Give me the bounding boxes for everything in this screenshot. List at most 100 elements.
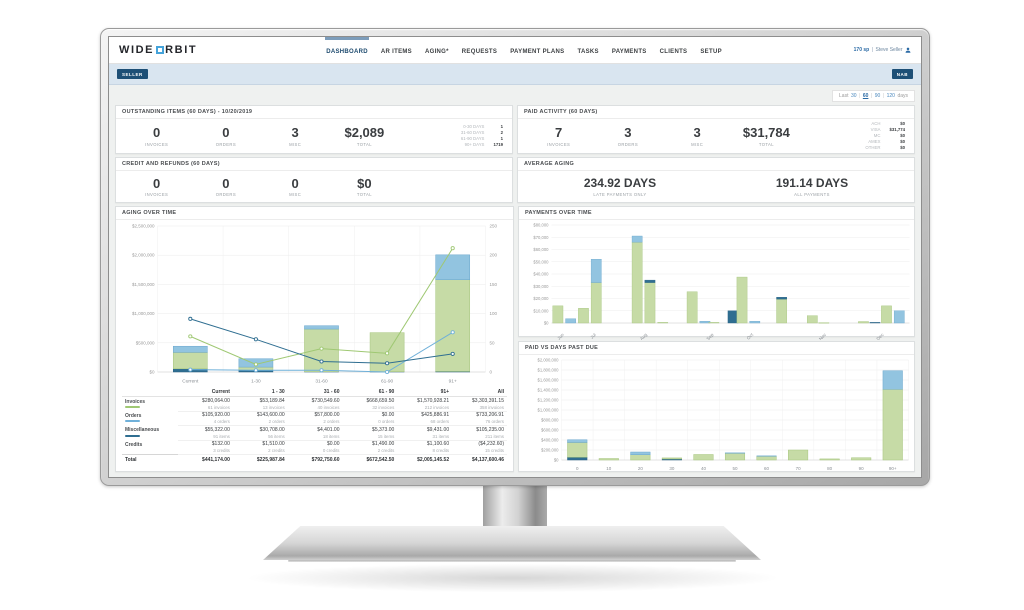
breakdown-value: $0: [900, 145, 905, 151]
svg-text:60: 60: [764, 466, 770, 471]
stat-orders: 0 ORDERS: [191, 125, 260, 147]
nav-item-aging[interactable]: AGING*: [424, 48, 449, 55]
stat-label: ALL PAYMENTS: [794, 191, 830, 197]
table-row-total: Total $441,174.00 $225,987.84 $792,750.60 $6…: [122, 454, 507, 463]
svg-text:200: 200: [490, 252, 498, 257]
svg-text:0: 0: [490, 369, 493, 374]
stat-label: ORDERS: [215, 141, 237, 147]
table-col-current: Current: [178, 387, 233, 397]
nav-item-tasks[interactable]: TASKS: [577, 48, 599, 55]
table-col-31-60: 31 - 60: [287, 387, 343, 397]
svg-text:$1,500,000: $1,500,000: [132, 281, 155, 286]
breakdown-label: 31-60 DAYS: [460, 130, 485, 136]
stat-value: 3: [291, 125, 299, 140]
stat-value: 0: [153, 175, 161, 191]
svg-text:$0: $0: [554, 457, 559, 462]
table-col-label: [122, 387, 179, 397]
stat-value: 7: [555, 125, 563, 140]
paid-vs-days-chart: $0 $200,000 $400,000 $600,000 $800,000 $1,000…: [538, 357, 909, 471]
user-info[interactable]: 170 sp | Steve Seller: [854, 37, 911, 63]
stat-misc: 3 MISC: [663, 125, 732, 147]
table-col-61-90: 61 - 90: [342, 387, 398, 397]
svg-text:10: 10: [606, 466, 612, 471]
svg-text:$1,600,000: $1,600,000: [538, 377, 560, 382]
svg-text:Oct: Oct: [746, 331, 755, 339]
stat-value: $31,784: [742, 125, 790, 140]
table-row-credits-counts: 3 credits 2 credits 0 credits 2 credits 8 cr…: [122, 447, 507, 455]
stat-label: ORDERS: [617, 141, 639, 147]
logo-square-icon: [155, 46, 164, 54]
dashboard-screen: WIDE RBIT DASHBOARD AR ITEMS AGING* REQUESTS…: [108, 36, 922, 478]
table-row-orders: Orders $105,920.00 $143,600.00 $57,800.00 $0…: [122, 411, 507, 422]
outstanding-items-card: OUTSTANDING ITEMS (60 DAYS) - 10/20/2019…: [115, 105, 513, 154]
paid-vs-days-title: PAID VS DAYS PAST DUE: [519, 342, 914, 355]
svg-text:$0: $0: [149, 369, 155, 374]
breakdown-label: 61-90 DAYS: [460, 136, 485, 142]
paid-activity-card: PAID ACTIVITY (60 DAYS) 7 INVOICES 3 ORDERS…: [517, 105, 915, 154]
svg-text:50: 50: [732, 466, 738, 471]
user-count: 170 sp: [853, 47, 870, 53]
svg-text:$60,000: $60,000: [533, 247, 549, 252]
outstanding-items-title: OUTSTANDING ITEMS (60 DAYS) - 10/20/2019: [116, 106, 512, 119]
nav-item-ar-items[interactable]: AR ITEMS: [380, 48, 412, 55]
stat-misc: 0 MISC: [261, 176, 330, 198]
average-aging-title: AVERAGE AGING: [518, 158, 914, 171]
svg-text:150: 150: [490, 281, 498, 286]
svg-text:91+: 91+: [449, 378, 457, 384]
outstanding-stats: 0 INVOICES 0 ORDERS 3 MISC $2,089 TOTAL: [122, 125, 399, 147]
svg-text:Dec: Dec: [875, 331, 885, 339]
filter-separator: |: [882, 93, 885, 99]
svg-text:$40,000: $40,000: [533, 271, 549, 276]
filter-option-30[interactable]: 30: [850, 93, 857, 99]
nav-item-payment-plans[interactable]: PAYMENT PLANS: [510, 48, 565, 55]
svg-text:$500,000: $500,000: [136, 340, 155, 345]
seller-button[interactable]: SELLER: [117, 69, 148, 79]
svg-text:90+: 90+: [889, 466, 897, 471]
monitor-stand-shadow: [235, 563, 790, 593]
stat-orders: 3 ORDERS: [593, 125, 662, 147]
nav-item-setup[interactable]: SETUP: [700, 48, 722, 55]
average-aging-stats: 234.92 DAYS LATE PAYMENTS ONLY 191.14 DAYS…: [524, 176, 908, 197]
charts-row: AGING OVER TIME $0 $500,000 $1,000,000 $1,5…: [115, 206, 915, 472]
breakdown-value: $0: [900, 139, 905, 145]
svg-text:100: 100: [490, 311, 498, 316]
credit-refunds-stats: 0 INVOICES 0 ORDERS 0 MISC $0 TOTAL: [122, 176, 399, 198]
breakdown-value: 1: [500, 136, 503, 142]
svg-text:31-60: 31-60: [315, 378, 328, 384]
filter-prefix: Last: [839, 93, 849, 99]
paid-activity-title: PAID ACTIVITY (60 DAYS): [518, 106, 914, 119]
svg-text:$1,800,000: $1,800,000: [538, 367, 560, 372]
top-nav: WIDE RBIT DASHBOARD AR ITEMS AGING* REQUESTS…: [109, 37, 921, 64]
svg-text:$1,200,000: $1,200,000: [538, 397, 560, 402]
credit-refunds-card: CREDIT AND REFUNDS (60 DAYS) 0 INVOICES 0 O…: [115, 157, 513, 203]
stat-value: 234.92 DAYS: [583, 176, 657, 190]
breakdown-value: 1719: [493, 142, 503, 148]
nab-button[interactable]: NAB: [891, 69, 913, 79]
nav-item-payments[interactable]: PAYMENTS: [611, 48, 647, 55]
stat-label: TOTAL: [356, 141, 372, 147]
nav-item-clients[interactable]: CLIENTS: [659, 48, 688, 55]
stat-total: $0 TOTAL: [330, 176, 399, 198]
svg-text:$30,000: $30,000: [533, 283, 549, 288]
table-row-orders-counts: 4 orders 2 orders 2 orders 0 orders 68 order…: [122, 418, 507, 426]
table-col-all: All: [452, 387, 507, 397]
stat-total: $31,784 TOTAL: [732, 125, 801, 147]
outstanding-aging-breakdown: 0-30 DAYS 1 31-60 DAYS 2 61-90 DAYS 1 90+ DAYS…: [399, 124, 506, 147]
svg-text:$1,000,000: $1,000,000: [538, 407, 560, 412]
stat-label: INVOICES: [547, 141, 571, 147]
nav-item-requests[interactable]: REQUESTS: [461, 48, 498, 55]
filter-suffix: days: [897, 93, 908, 99]
stat-value: 3: [624, 125, 632, 140]
filter-row: Last 30 | 60 | 90 | 120 days: [115, 90, 915, 102]
svg-text:Jun: Jun: [556, 331, 565, 339]
filter-option-120[interactable]: 120: [886, 93, 895, 99]
stat-orders: 0 ORDERS: [191, 176, 260, 198]
nav-item-dashboard[interactable]: DASHBOARD: [325, 37, 369, 63]
filter-option-90[interactable]: 90: [874, 93, 881, 99]
filter-separator: |: [870, 93, 873, 99]
svg-text:80: 80: [827, 466, 833, 471]
filter-option-60[interactable]: 60: [862, 93, 869, 99]
svg-text:1-30: 1-30: [251, 378, 261, 384]
svg-text:$80,000: $80,000: [533, 222, 549, 227]
svg-text:61-90: 61-90: [381, 378, 394, 384]
